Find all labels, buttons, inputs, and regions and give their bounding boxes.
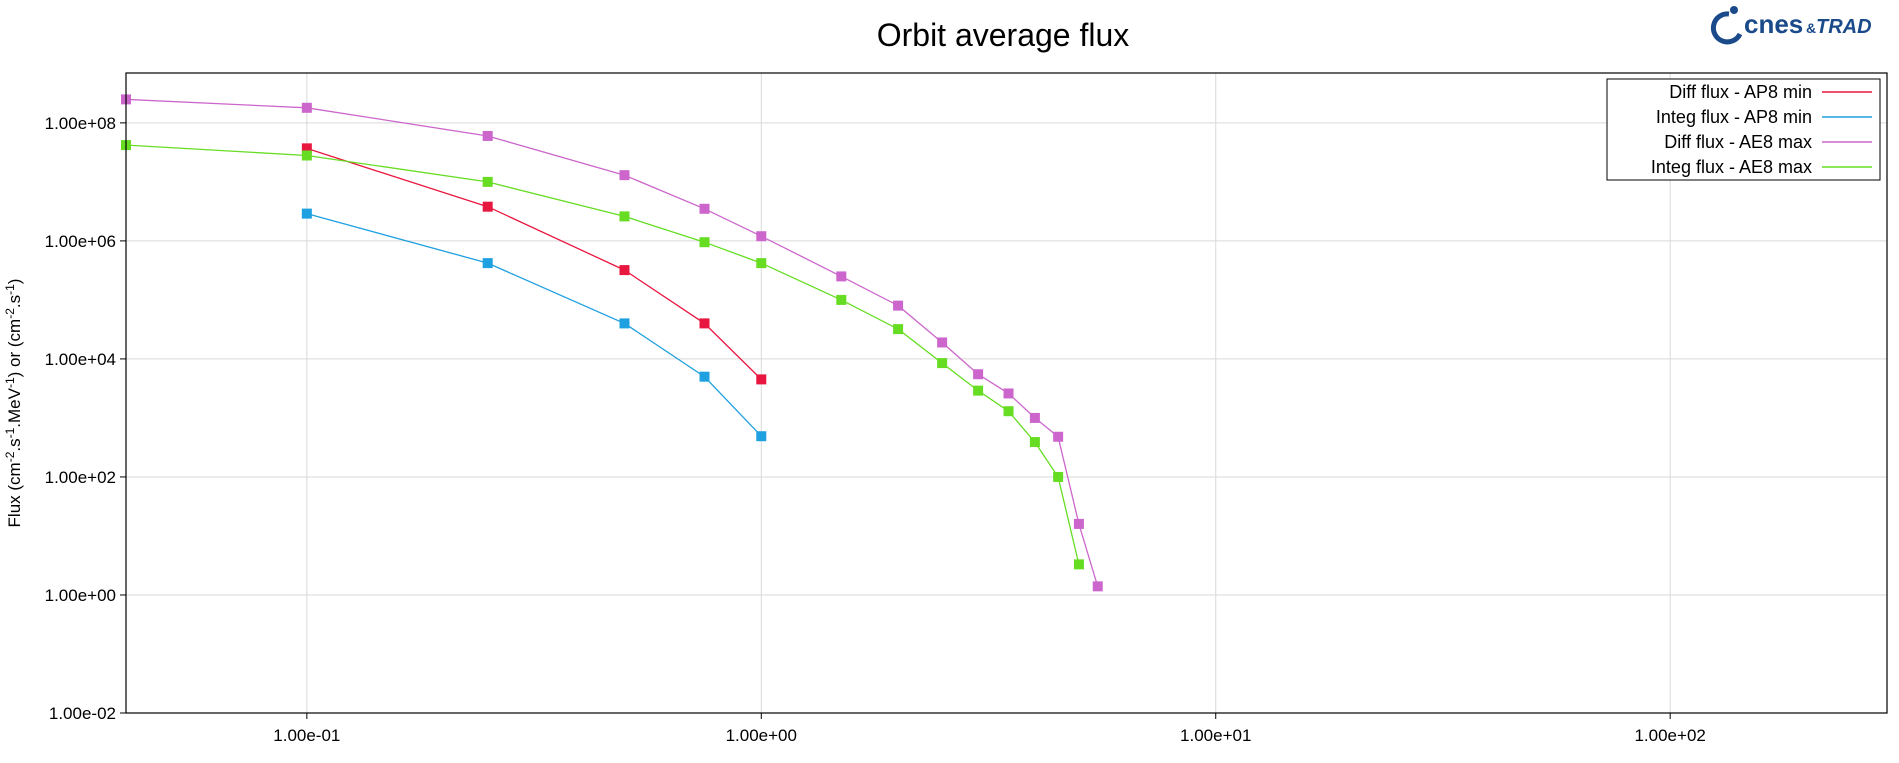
legend-box [1606, 78, 1881, 181]
data-point [1053, 431, 1064, 442]
grid [126, 73, 1887, 713]
data-point [756, 258, 767, 269]
y-tick-label: 1.00e+04 [45, 350, 116, 369]
data-point [1029, 437, 1040, 448]
data-point [699, 237, 710, 248]
data-point [937, 337, 948, 348]
data-point [482, 176, 493, 187]
y-tick-label: 1.00e+06 [45, 232, 116, 251]
data-point [619, 265, 630, 276]
legend-entry: Diff flux - AE8 max [1664, 132, 1812, 152]
data-point [1053, 471, 1064, 482]
data-point [1029, 412, 1040, 423]
data-point [301, 150, 312, 161]
data-point [937, 358, 948, 369]
logo-amp-text: & [1806, 20, 1816, 36]
data-point [699, 203, 710, 214]
data-point [482, 130, 493, 141]
data-point [699, 318, 710, 329]
data-point [482, 201, 493, 212]
series-1 [301, 208, 767, 442]
data-point [619, 211, 630, 222]
logo-swoosh-icon [1710, 6, 1743, 45]
data-point [699, 371, 710, 382]
x-tick-label: 1.00e+01 [1180, 726, 1251, 745]
series-0 [301, 143, 767, 385]
data-point [301, 208, 312, 219]
series-line [125, 144, 1080, 565]
data-point [301, 102, 312, 113]
x-tick-label: 1.00e+02 [1634, 726, 1705, 745]
data-point [619, 318, 630, 329]
data-point [893, 324, 904, 335]
y-tick-label: 1.00e+08 [45, 114, 116, 133]
legend-entry: Integ flux - AE8 max [1651, 157, 1812, 177]
data-point [756, 231, 767, 242]
y-tick-label: 1.00e+00 [45, 586, 116, 605]
y-tick-label: 1.00e-02 [49, 704, 116, 723]
data-point [836, 271, 847, 282]
legend-entry: Integ flux - AP8 min [1656, 107, 1812, 127]
data-point [973, 385, 984, 396]
y-tick-label: 1.00e+02 [45, 468, 116, 487]
chart-title: Orbit average flux [877, 17, 1130, 53]
series-2 [121, 94, 1103, 592]
y-axis-label: Flux (cm-2.s-1.MeV-1) or (cm-2.s-1) [3, 279, 24, 528]
y-axis: 1.00e-02 1.00e+00 1.00e+02 1.00e+04 1.00e+06… [45, 114, 126, 723]
x-axis: 1.00e-01 1.00e+00 1.00e+01 1.00e+02 [273, 713, 1706, 745]
legend: Diff flux - AP8 min Integ flux - AP8 min D… [1606, 78, 1881, 181]
plot-frame [125, 72, 1888, 714]
data-point [893, 300, 904, 311]
data-point [836, 294, 847, 305]
data-point [756, 431, 767, 442]
logo: cnes & TRAD [1710, 6, 1872, 45]
x-tick-label: 1.00e+00 [726, 726, 797, 745]
data-point [1092, 581, 1103, 592]
data-point [973, 369, 984, 380]
logo-sub-text: TRAD [1816, 16, 1872, 38]
data-point [619, 170, 630, 181]
data-point [756, 374, 767, 385]
legend-entry: Diff flux - AP8 min [1669, 82, 1812, 102]
data-point [482, 258, 493, 269]
logo-main-text: cnes [1744, 9, 1803, 39]
data-point [301, 143, 312, 154]
data-point [1003, 388, 1014, 399]
x-tick-label: 1.00e-01 [273, 726, 340, 745]
data-point [1073, 518, 1084, 529]
data-point [1073, 559, 1084, 570]
data-point [1003, 406, 1014, 417]
